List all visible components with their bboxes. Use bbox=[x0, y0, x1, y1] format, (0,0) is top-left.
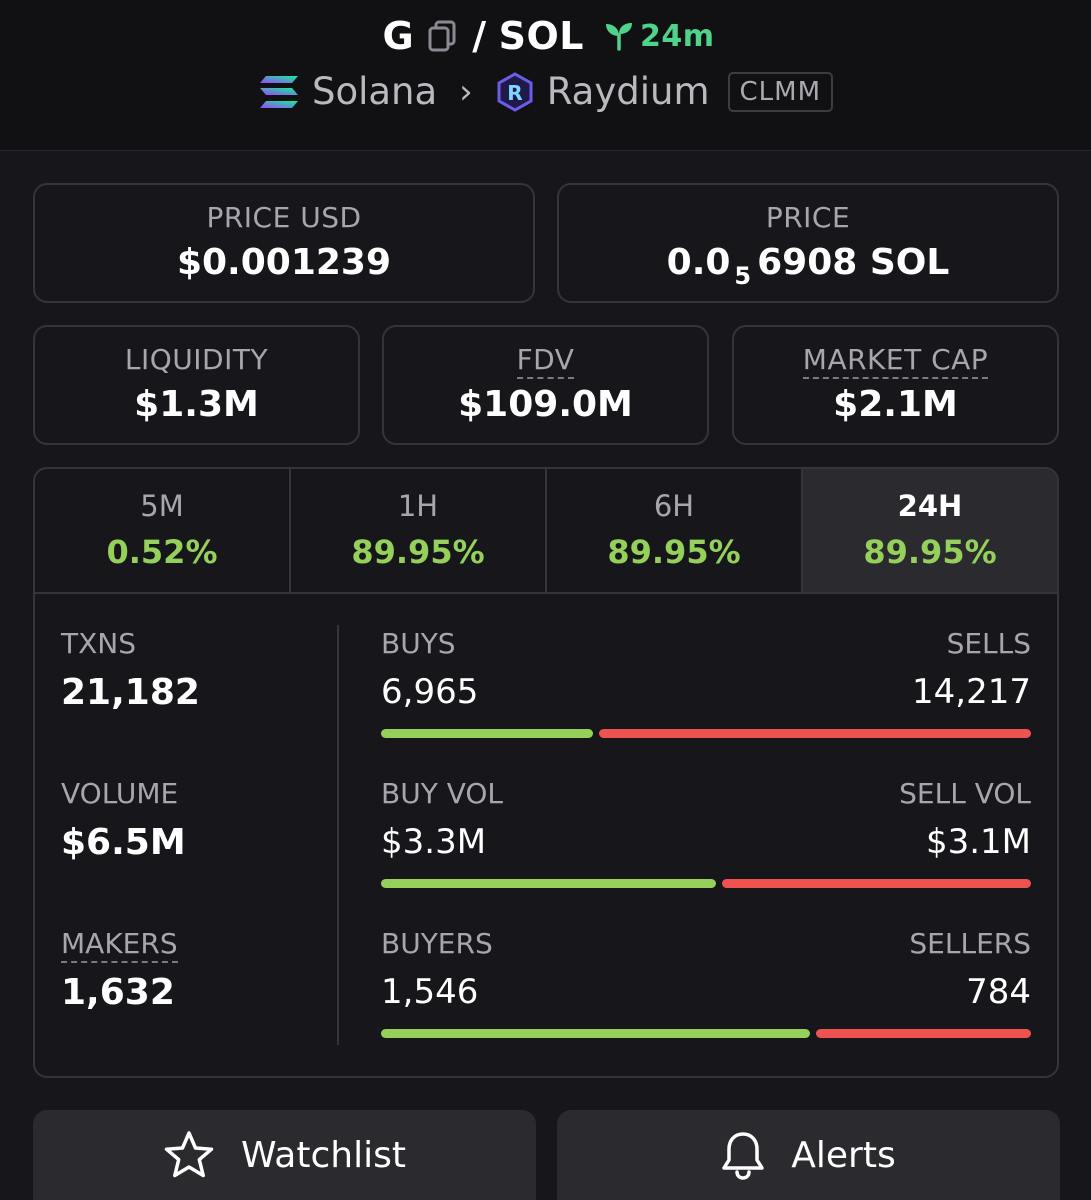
sellers-value: 784 bbox=[966, 972, 1031, 1012]
tab-label: 6H bbox=[653, 489, 695, 523]
price-usd-value: $0.001239 bbox=[176, 242, 392, 283]
seedling-icon bbox=[605, 23, 632, 51]
liquidity-value: $1.3M bbox=[134, 384, 259, 425]
totals-column: TXNS 21,182 VOLUME $6.5M MAKERS 1,632 bbox=[61, 627, 200, 1076]
chain-link[interactable]: Solana bbox=[311, 70, 438, 113]
buys-value: 6,965 bbox=[381, 672, 479, 712]
price-native-prefix: 0.0 bbox=[666, 242, 731, 283]
quote-symbol: SOL bbox=[498, 14, 584, 58]
tab-change: 89.95% bbox=[351, 533, 485, 571]
star-icon bbox=[164, 1131, 214, 1178]
pair-header: G / SOL 24m bbox=[0, 0, 1091, 151]
volume-value: $6.5M bbox=[61, 822, 186, 863]
price-native-zero-count: 5 bbox=[734, 262, 752, 290]
buys-sells-bar bbox=[381, 729, 1031, 738]
watchlist-button[interactable]: Watchlist bbox=[33, 1110, 536, 1200]
sells-value: 14,217 bbox=[912, 672, 1031, 712]
makers-label[interactable]: MAKERS bbox=[61, 927, 178, 963]
price-usd-card: PRICE USD $0.001239 bbox=[33, 183, 535, 303]
buys-sells-breakdown: BUYS SELLS 6,965 14,217 bbox=[381, 627, 1031, 777]
volume-bar bbox=[381, 879, 1031, 888]
buy-share-bar bbox=[381, 729, 593, 738]
makers-metric: MAKERS 1,632 bbox=[61, 927, 200, 1076]
price-native-label: PRICE bbox=[765, 201, 851, 234]
buy-vol-label: BUY VOL bbox=[381, 777, 504, 810]
watchlist-label: Watchlist bbox=[241, 1134, 406, 1176]
sell-share-bar bbox=[816, 1029, 1031, 1038]
buyers-sellers-bar bbox=[381, 1029, 1031, 1038]
fdv-label[interactable]: FDV bbox=[516, 343, 575, 379]
tab-change: 89.95% bbox=[863, 533, 997, 571]
txns-value: 21,182 bbox=[61, 672, 200, 713]
tab-5m[interactable]: 5M 0.52% bbox=[35, 469, 291, 592]
market-cap-label[interactable]: MARKET CAP bbox=[802, 343, 989, 379]
buys-label: BUYS bbox=[381, 627, 456, 660]
price-native-digits: 6908 bbox=[757, 242, 858, 283]
buyers-sellers-breakdown: BUYERS SELLERS 1,546 784 bbox=[381, 927, 1031, 1076]
buyers-value: 1,546 bbox=[381, 972, 479, 1012]
volume-metric: VOLUME $6.5M bbox=[61, 777, 200, 927]
chevron-right-icon: › bbox=[459, 71, 473, 112]
market-cap-card: MARKET CAP $2.1M bbox=[732, 325, 1059, 445]
pair-separator: / bbox=[472, 14, 487, 58]
price-usd-label: PRICE USD bbox=[206, 201, 362, 234]
tab-6h[interactable]: 6H 89.95% bbox=[547, 469, 803, 592]
sell-vol-value: $3.1M bbox=[925, 822, 1031, 862]
liquidity-label: LIQUIDITY bbox=[124, 343, 269, 376]
tab-1h[interactable]: 1H 89.95% bbox=[291, 469, 547, 592]
pool-type-badge: CLMM bbox=[727, 71, 834, 112]
market-cap-value: $2.1M bbox=[833, 384, 958, 425]
volume-breakdown: BUY VOL SELL VOL $3.3M $3.1M bbox=[381, 777, 1031, 927]
tab-24h[interactable]: 24H 89.95% bbox=[803, 469, 1057, 592]
dex-link[interactable]: Raydium bbox=[546, 70, 710, 113]
buy-vol-value: $3.3M bbox=[381, 822, 487, 862]
price-native-value: 0.0 5 6908 SOL bbox=[559, 242, 1057, 290]
breakdown-column: BUYS SELLS 6,965 14,217 BUY VOL SELL VOL… bbox=[381, 627, 1031, 1076]
sell-share-bar bbox=[598, 729, 1031, 738]
raydium-logo-icon: R bbox=[495, 71, 535, 112]
base-symbol: G bbox=[382, 14, 415, 58]
pair-age: 24m bbox=[604, 19, 715, 54]
price-native-unit: SOL bbox=[869, 242, 950, 283]
svg-text:R: R bbox=[507, 81, 522, 105]
txns-metric: TXNS 21,182 bbox=[61, 627, 200, 777]
fdv-card: FDV $109.0M bbox=[382, 325, 709, 445]
tab-label: 5M bbox=[140, 489, 184, 523]
price-native-card: PRICE 0.0 5 6908 SOL bbox=[557, 183, 1059, 303]
column-divider bbox=[337, 625, 339, 1045]
stats-panel: 5M 0.52% 1H 89.95% 6H 89.95% 24H 89.95% … bbox=[33, 467, 1059, 1078]
timeframe-tabs: 5M 0.52% 1H 89.95% 6H 89.95% 24H 89.95% bbox=[35, 469, 1057, 594]
pair-title: G / SOL 24m bbox=[0, 14, 1091, 58]
tab-change: 0.52% bbox=[106, 533, 218, 571]
tab-change: 89.95% bbox=[607, 533, 741, 571]
pair-age-value: 24m bbox=[639, 18, 715, 54]
tab-label: 1H bbox=[397, 489, 439, 523]
bell-icon bbox=[722, 1132, 765, 1180]
copy-icon[interactable] bbox=[428, 20, 456, 52]
txns-label: TXNS bbox=[61, 627, 137, 660]
chain-breadcrumb: Solana › R Raydium CLMM bbox=[0, 70, 1091, 113]
makers-value: 1,632 bbox=[61, 972, 175, 1013]
volume-label: VOLUME bbox=[61, 777, 179, 810]
buy-share-bar bbox=[381, 879, 716, 888]
solana-logo-icon bbox=[258, 74, 300, 110]
liquidity-card: LIQUIDITY $1.3M bbox=[33, 325, 360, 445]
alerts-button[interactable]: Alerts bbox=[557, 1110, 1060, 1200]
sells-label: SELLS bbox=[946, 627, 1031, 660]
alerts-label: Alerts bbox=[791, 1134, 896, 1176]
sell-share-bar bbox=[722, 879, 1031, 888]
tab-label: 24H bbox=[897, 489, 963, 523]
sell-vol-label: SELL VOL bbox=[899, 777, 1031, 810]
sellers-label: SELLERS bbox=[909, 927, 1031, 960]
fdv-value: $109.0M bbox=[458, 384, 633, 425]
buyers-label: BUYERS bbox=[381, 927, 493, 960]
buy-share-bar bbox=[381, 1029, 811, 1038]
